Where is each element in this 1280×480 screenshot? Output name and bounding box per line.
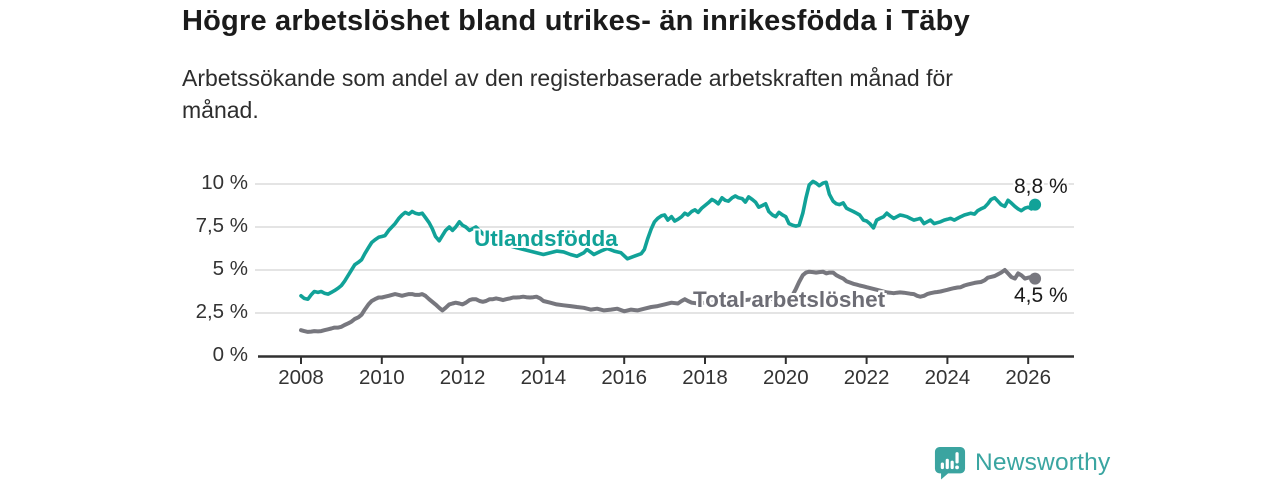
y-axis-tick-label: 2,5 % bbox=[195, 300, 248, 323]
page-title: Högre arbetslöshet bland utrikes- än inr… bbox=[182, 5, 970, 37]
x-axis-tick-label: 2022 bbox=[843, 366, 890, 389]
x-axis-tick-label: 2026 bbox=[1005, 366, 1051, 389]
series-end-dot-1 bbox=[1029, 272, 1042, 285]
y-axis-tick-label: 7,5 % bbox=[195, 214, 248, 237]
series-line-0 bbox=[299, 179, 1037, 302]
end-value-label-total: 4,5 % bbox=[1014, 284, 1068, 307]
newsworthy-bar-chart-speech-bubble-icon bbox=[934, 447, 966, 480]
series-label-utlandsfodda: Utlandsfödda bbox=[474, 226, 618, 251]
y-axis-tick-label: 0 % bbox=[212, 343, 248, 366]
x-axis-tick-label: 2012 bbox=[439, 366, 486, 389]
end-value-label-utlandsfodda: 8,8 % bbox=[1014, 175, 1068, 198]
x-axis-tick-label: 2020 bbox=[762, 366, 809, 389]
x-axis-tick-label: 2024 bbox=[924, 366, 971, 389]
series-line-1 bbox=[299, 268, 1038, 334]
chart-subtitle: Arbetssökande som andel av den registerb… bbox=[182, 65, 953, 124]
x-axis-tick-label: 2018 bbox=[682, 366, 728, 389]
x-axis-tick-label: 2014 bbox=[520, 366, 567, 389]
y-axis-tick-label: 10 % bbox=[201, 171, 248, 194]
x-axis-tick-label: 2010 bbox=[358, 366, 405, 389]
newsworthy-wordmark: Newsworthy bbox=[975, 449, 1111, 476]
series-label-total-arbetsloshet: Total arbetslöshet bbox=[693, 287, 886, 312]
y-axis-tick-label: 5 % bbox=[212, 257, 248, 280]
x-axis-tick-label: 2008 bbox=[278, 366, 324, 389]
x-axis-tick-label: 2016 bbox=[601, 366, 647, 389]
series-end-dot-0 bbox=[1029, 198, 1042, 211]
newsworthy-logo: Newsworthy bbox=[934, 446, 1110, 480]
